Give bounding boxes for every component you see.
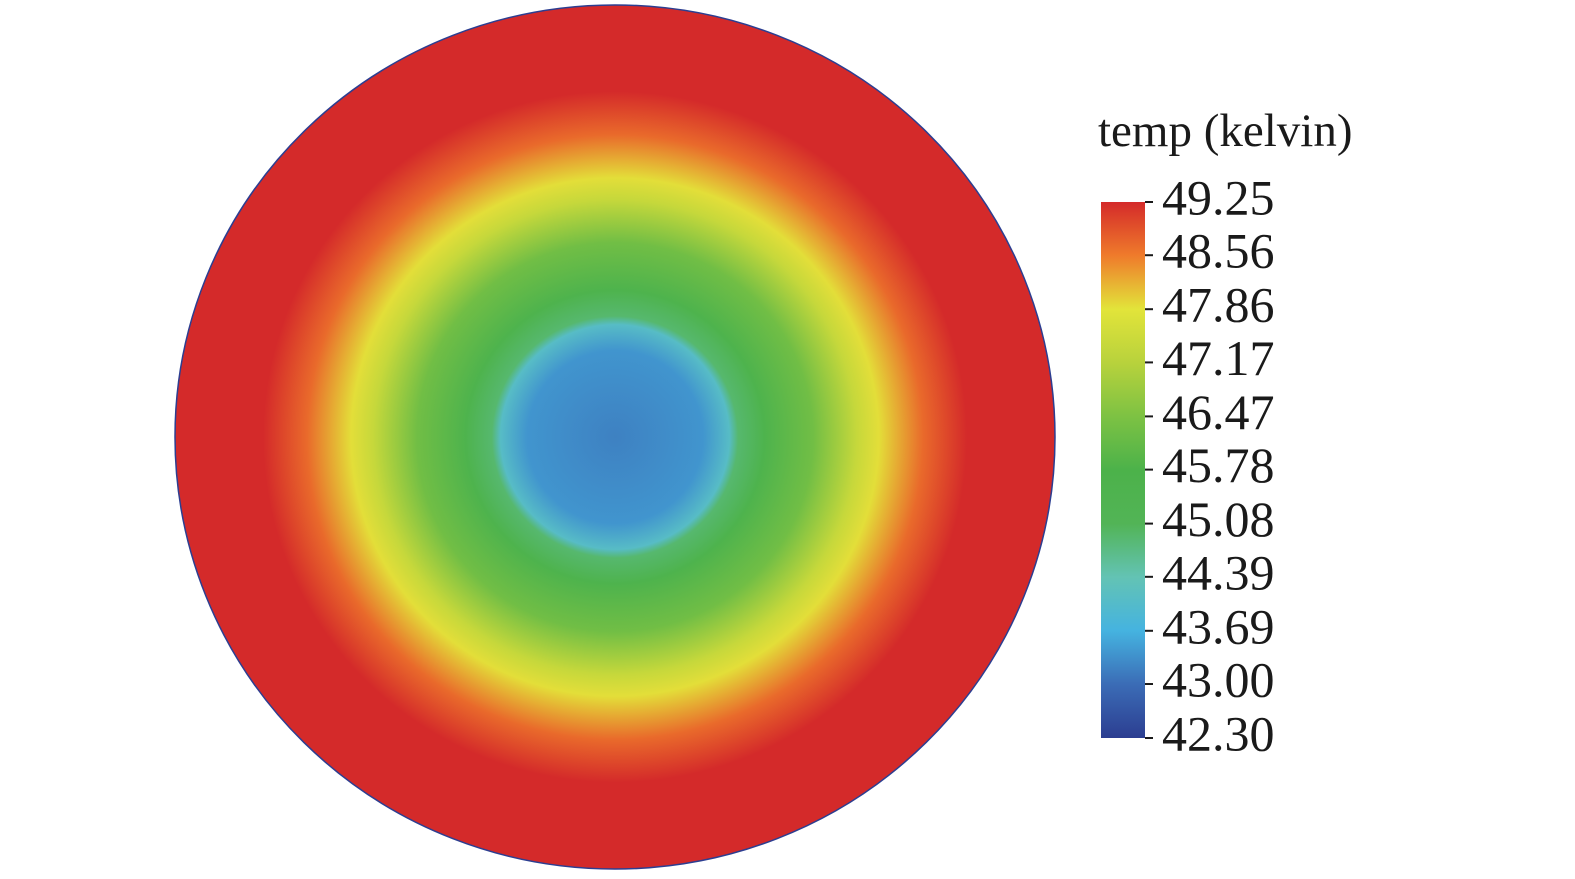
colorbar-tick-label: 47.86: [1162, 277, 1275, 333]
colorbar-tick-label: 45.78: [1162, 437, 1275, 493]
colorbar-tick-label: 42.30: [1162, 705, 1275, 761]
colorbar-tick-label: 46.47: [1162, 384, 1275, 440]
colorbar-tick-label: 49.25: [1162, 169, 1275, 225]
colorbar-tick-label: 48.56: [1162, 223, 1275, 279]
field-disc: [174, 4, 1056, 870]
colorbar-title: temp (kelvin): [1098, 105, 1353, 157]
colorbar-tick-label: 47.17: [1162, 330, 1275, 386]
colorbar-tick-label: 43.00: [1162, 651, 1275, 707]
colorbar: [1101, 202, 1145, 738]
colorbar-tick-label: 44.39: [1162, 544, 1275, 600]
colorbar-tick-label: 43.69: [1162, 598, 1275, 654]
colorbar-tick-label: 45.08: [1162, 491, 1275, 547]
